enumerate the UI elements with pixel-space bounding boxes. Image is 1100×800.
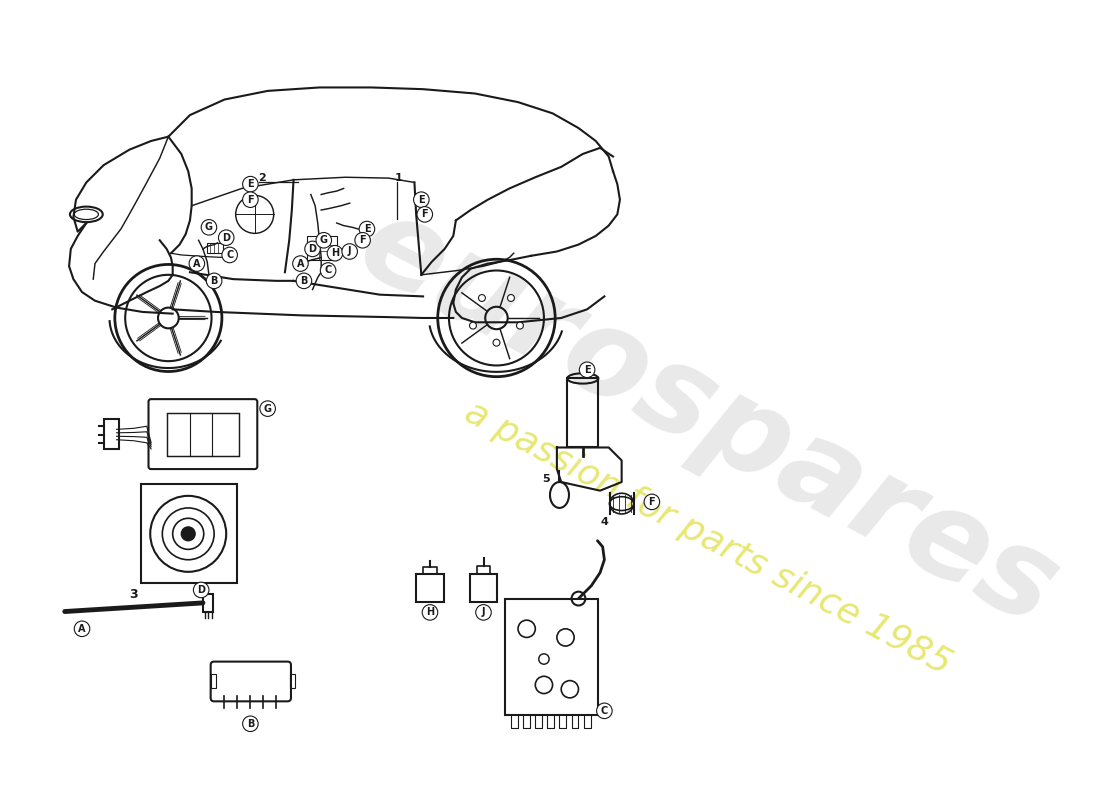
Circle shape: [493, 339, 499, 346]
Circle shape: [243, 716, 258, 731]
Bar: [103, 419, 119, 450]
Circle shape: [219, 230, 234, 246]
Text: B: B: [210, 276, 218, 286]
Circle shape: [75, 621, 90, 637]
Text: J: J: [348, 246, 351, 257]
Text: B: B: [246, 718, 254, 729]
Circle shape: [260, 401, 275, 417]
Text: B: B: [300, 276, 308, 286]
Circle shape: [342, 244, 358, 259]
Circle shape: [417, 206, 432, 222]
Circle shape: [243, 176, 258, 192]
Bar: [568, 378, 598, 447]
Bar: [290, 674, 295, 687]
Bar: [202, 594, 213, 611]
Bar: [207, 243, 223, 254]
Text: F: F: [360, 235, 366, 246]
Circle shape: [194, 582, 209, 598]
Circle shape: [201, 219, 217, 235]
Text: G: G: [320, 235, 328, 246]
Circle shape: [182, 527, 195, 541]
Text: 4: 4: [601, 517, 608, 527]
Bar: [211, 674, 216, 687]
Circle shape: [293, 256, 308, 271]
Text: eurospares: eurospares: [340, 184, 1077, 650]
Circle shape: [414, 192, 429, 207]
Text: F: F: [649, 497, 656, 507]
Text: 5: 5: [542, 474, 550, 484]
Circle shape: [327, 246, 343, 261]
Circle shape: [422, 605, 438, 620]
Text: 1: 1: [395, 173, 403, 183]
Circle shape: [517, 322, 524, 329]
Text: D: D: [308, 244, 317, 254]
Circle shape: [243, 192, 258, 207]
Text: C: C: [601, 706, 608, 716]
Circle shape: [475, 605, 492, 620]
Bar: [141, 484, 238, 583]
Circle shape: [507, 294, 515, 302]
Text: 2: 2: [257, 173, 265, 183]
Text: E: E: [418, 194, 425, 205]
Bar: [307, 236, 337, 260]
Text: 3: 3: [130, 588, 139, 601]
Text: F: F: [421, 210, 428, 219]
Text: G: G: [205, 222, 213, 232]
Circle shape: [645, 494, 660, 510]
Circle shape: [360, 222, 375, 237]
Circle shape: [596, 703, 612, 718]
Circle shape: [222, 247, 238, 262]
Circle shape: [296, 273, 311, 289]
Text: A: A: [194, 258, 200, 269]
Circle shape: [355, 233, 371, 248]
Text: H: H: [426, 607, 434, 618]
Text: F: F: [248, 194, 254, 205]
Circle shape: [305, 241, 320, 257]
Circle shape: [470, 322, 476, 329]
Text: G: G: [264, 404, 272, 414]
Bar: [166, 413, 239, 456]
Circle shape: [189, 256, 205, 271]
Text: D: D: [197, 585, 206, 595]
Text: C: C: [226, 250, 233, 260]
Text: D: D: [222, 233, 230, 242]
Circle shape: [580, 362, 595, 378]
Text: A: A: [297, 258, 305, 269]
Bar: [416, 574, 443, 602]
Circle shape: [478, 294, 485, 302]
Text: H: H: [331, 248, 339, 258]
Text: E: E: [248, 179, 254, 189]
Text: J: J: [482, 607, 485, 618]
Circle shape: [316, 233, 331, 248]
Text: C: C: [324, 266, 332, 275]
Text: E: E: [364, 224, 371, 234]
Circle shape: [207, 273, 222, 289]
Bar: [505, 598, 598, 715]
Text: A: A: [78, 624, 86, 634]
Text: a passion for parts since 1985: a passion for parts since 1985: [459, 395, 957, 682]
Bar: [470, 574, 497, 602]
Text: E: E: [584, 365, 591, 374]
Circle shape: [320, 262, 336, 278]
